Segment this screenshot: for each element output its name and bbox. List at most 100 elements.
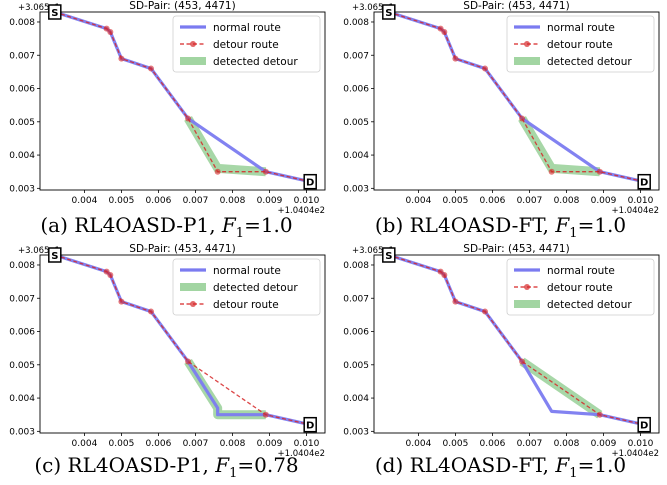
- caption-c: (c) RL4OASD-P1, F1=0.78: [34, 453, 299, 481]
- legend-label-detour-route: detour route: [213, 39, 279, 51]
- chart-title: SD-Pair: (453, 4471): [463, 0, 569, 12]
- caption-f-label: F: [555, 453, 570, 477]
- x-tick-label: 0.004: [406, 196, 432, 206]
- x-tick-label: 0.009: [257, 196, 283, 206]
- destination-marker: D: [640, 421, 648, 432]
- x-tick-label: 0.004: [72, 196, 98, 206]
- x-offset-label: +1.0404e2: [277, 449, 325, 458]
- legend-label-detected-detour: detected detour: [213, 282, 298, 294]
- y-tick-label: 0.004: [343, 151, 369, 161]
- source-marker: S: [51, 8, 58, 19]
- series-detected-detour: [518, 116, 601, 177]
- panel-a: SD-Pair: (453, 4471) +3.065e1 +1.0404e2 0.0…: [0, 0, 333, 242]
- x-tick-label: 0.005: [109, 439, 135, 449]
- x-tick-label: 0.009: [591, 439, 617, 449]
- caption-a: (a) RL4OASD-P1, F1=1.0: [40, 213, 293, 241]
- destination-marker: D: [640, 178, 648, 189]
- legend-swatch-detour-point: [524, 41, 530, 47]
- caption-f-value: =1.0: [577, 213, 627, 237]
- source-marker: S: [385, 8, 392, 19]
- y-tick-label: 0.005: [9, 118, 35, 128]
- y-tick-label: 0.003: [9, 427, 35, 437]
- x-tick-label: 0.004: [72, 439, 98, 449]
- caption-f-label: F: [221, 213, 236, 237]
- y-tick-label: 0.003: [343, 427, 369, 437]
- x-tick-label: 0.006: [480, 196, 506, 206]
- x-offset-label: +1.0404e2: [277, 206, 325, 215]
- destination-marker: D: [306, 178, 314, 189]
- marker-box: [303, 416, 317, 433]
- legend-box: [172, 15, 321, 73]
- legend-label-detected-detour: detected detour: [213, 56, 298, 68]
- caption-prefix: (d): [374, 453, 410, 477]
- x-tick-label: 0.007: [517, 196, 543, 206]
- detour-point: [185, 115, 192, 122]
- x-tick-label: 0.010: [628, 196, 654, 206]
- caption-method: RL4OASD-FT: [409, 453, 543, 477]
- detour-point: [107, 271, 114, 278]
- x-tick-label: 0.008: [554, 196, 580, 206]
- detour-point: [519, 115, 526, 122]
- legend-swatch-detour-point: [190, 301, 196, 307]
- y-offset-label: +3.065e1: [18, 3, 60, 13]
- x-tick-label: 0.004: [406, 439, 432, 449]
- y-tick-label: 0.004: [9, 394, 35, 404]
- y-tick-label: 0.007: [343, 51, 369, 61]
- x-tick-label: 0.010: [628, 439, 654, 449]
- marker-box: [48, 4, 62, 20]
- caption-d: (d) RL4OASD-FT, F1=1.0: [374, 453, 627, 481]
- chart-title: SD-Pair: (453, 4471): [463, 243, 569, 255]
- caption-method: RL4OASD-P1: [74, 213, 210, 237]
- y-tick-label: 0.003: [9, 184, 35, 194]
- chart-title: SD-Pair: (453, 4471): [129, 243, 235, 255]
- detour-point: [262, 168, 269, 175]
- marker-box: [48, 247, 62, 263]
- y-tick-label: 0.006: [343, 328, 369, 338]
- legend-label-normal-route: normal route: [547, 265, 615, 277]
- legend-label-detour-route: detour route: [547, 282, 613, 294]
- legend-label-detected-detour: detected detour: [547, 299, 632, 311]
- destination-marker: D: [306, 421, 314, 432]
- caption-f-sub: 1: [569, 226, 578, 241]
- x-tick-label: 0.008: [220, 439, 246, 449]
- y-tick-label: 0.005: [9, 361, 35, 371]
- x-tick-label: 0.009: [591, 196, 617, 206]
- x-tick-label: 0.005: [443, 196, 469, 206]
- legend-box: [172, 258, 321, 316]
- legend-label-detected-detour: detected detour: [547, 56, 632, 68]
- x-tick-label: 0.007: [183, 196, 209, 206]
- x-tick-label: 0.009: [257, 439, 283, 449]
- legend-label-detour-route: detour route: [547, 39, 613, 51]
- y-tick-label: 0.006: [9, 85, 35, 95]
- detour-point: [441, 271, 448, 278]
- y-tick-label: 0.007: [343, 294, 369, 304]
- marker-box: [382, 247, 396, 263]
- caption-prefix: (b): [374, 213, 410, 237]
- marker-box: [303, 173, 317, 190]
- y-offset-label: +3.065e1: [352, 3, 394, 13]
- legend-swatch-detour-point: [190, 41, 196, 47]
- x-tick-label: 0.007: [517, 439, 543, 449]
- detour-point: [148, 308, 155, 315]
- caption-f-value: =0.78: [237, 453, 299, 477]
- x-tick-label: 0.006: [146, 439, 172, 449]
- legend-label-normal-route: normal route: [213, 265, 281, 277]
- chart-title: SD-Pair: (453, 4471): [129, 0, 235, 12]
- y-tick-label: 0.008: [343, 261, 369, 271]
- y-tick-label: 0.007: [9, 294, 35, 304]
- detour-point: [441, 28, 448, 35]
- detour-point: [452, 298, 459, 305]
- y-tick-label: 0.006: [9, 328, 35, 338]
- marker-box: [637, 173, 651, 190]
- caption-f-sub: 1: [235, 226, 245, 241]
- legend-label-detour-route: detour route: [213, 299, 279, 311]
- detour-point: [185, 358, 192, 365]
- x-tick-label: 0.007: [183, 439, 209, 449]
- chart-d: SD-Pair: (453, 4471)+3.065e1+1.0404e20.0…: [343, 243, 660, 458]
- caption-prefix: (c): [34, 453, 68, 477]
- detour-point: [452, 55, 459, 62]
- detour-point: [118, 55, 125, 62]
- x-tick-label: 0.008: [554, 439, 580, 449]
- detour-point: [107, 28, 114, 35]
- detour-point: [596, 168, 603, 175]
